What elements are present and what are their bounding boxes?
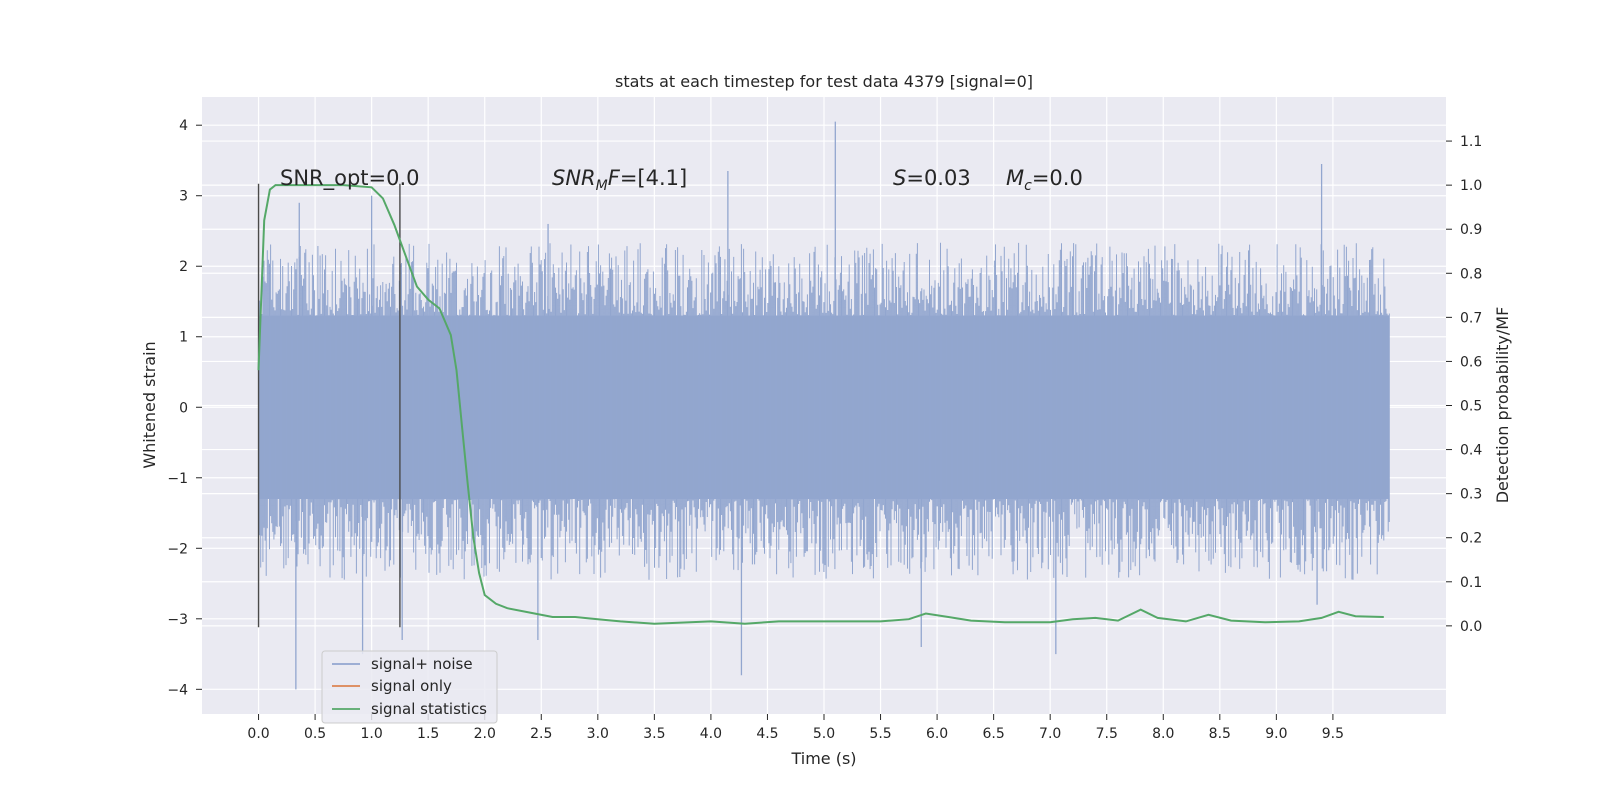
y-right-tick-label-8: 0.8 <box>1460 266 1482 282</box>
annotation-mc: Mc=0.0 <box>1006 166 1083 194</box>
y-tick-label-5: 1 <box>179 330 188 346</box>
annotation-snr-mf: SNRMF=[4.1] <box>552 166 687 194</box>
signal-statistics-line <box>257 184 1384 625</box>
legend-label-signal-noise: signal+ noise <box>371 655 473 673</box>
x-tick-label-6: 3.0 <box>587 726 609 742</box>
x-tick-label-18: 9.0 <box>1265 726 1287 742</box>
x-tick-label-17: 8.5 <box>1209 726 1231 742</box>
y-axis-ticks: −4 −3 −2 −1 0 1 2 3 4 <box>167 118 202 698</box>
y-tick-label-4: 0 <box>179 400 188 416</box>
y-right-tick-label-0: 0.0 <box>1460 619 1482 635</box>
x-tick-label-14: 7.0 <box>1039 726 1061 742</box>
x-tick-label-15: 7.5 <box>1096 726 1118 742</box>
x-tick-label-8: 4.0 <box>700 726 722 742</box>
x-tick-label-5: 2.5 <box>530 726 552 742</box>
x-tick-label-13: 6.5 <box>983 726 1005 742</box>
annotation-snr-mf-italic: SNR <box>552 166 596 190</box>
y-tick-label-8: 4 <box>179 118 188 134</box>
y-right-tick-label-9: 0.9 <box>1460 222 1482 238</box>
x-axis-ticks: 0.0 0.5 1.0 1.5 2.0 2.5 3.0 3.5 4.0 4.5 5.0 5.5 6.0 6… <box>247 714 1344 742</box>
y-tick-label-7: 3 <box>179 189 188 205</box>
legend-label-signal-only: signal only <box>371 677 452 695</box>
y-right-axis-label: Detection probability/MF <box>1493 307 1512 504</box>
x-tick-label-16: 8.0 <box>1152 726 1174 742</box>
y-right-tick-label-6: 0.6 <box>1460 354 1482 370</box>
y-right-tick-label-2: 0.2 <box>1460 531 1482 547</box>
y-right-tick-label-10: 1.0 <box>1460 178 1482 194</box>
annotation-s-value: =0.03 <box>906 166 970 190</box>
y-tick-label-3: −1 <box>167 471 188 487</box>
vertical-markers <box>257 183 401 628</box>
y-axis-label: Whitened strain <box>140 341 159 468</box>
x-tick-label-1: 0.5 <box>304 726 326 742</box>
x-tick-label-3: 1.5 <box>417 726 439 742</box>
annotation-mc-value: =0.0 <box>1032 166 1083 190</box>
annotation-s-italic: S <box>893 166 906 190</box>
annotation-snr-mf-value: =[4.1] <box>620 166 687 190</box>
chart-title: stats at each timestep for test data 437… <box>615 72 1033 91</box>
x-tick-label-7: 3.5 <box>643 726 665 742</box>
x-tick-label-11: 5.5 <box>869 726 891 742</box>
annotation-snr-opt: SNR_opt=0.0 <box>280 166 420 191</box>
annotation-mc-sub: c <box>1024 178 1032 194</box>
legend: signal+ noise signal only signal statist… <box>321 650 498 724</box>
x-tick-label-0: 0.0 <box>247 726 269 742</box>
legend-box <box>321 650 498 724</box>
x-axis-label: Time (s) <box>790 749 856 768</box>
x-tick-label-10: 5.0 <box>813 726 835 742</box>
y-right-tick-label-11: 1.1 <box>1460 134 1482 150</box>
annotation-snr-mf-sub: M <box>596 178 608 194</box>
y-tick-label-2: −2 <box>167 541 188 557</box>
y-tick-label-1: −3 <box>167 612 188 628</box>
signal-noise-series <box>258 121 1390 690</box>
annotation-s: S=0.03 <box>893 166 971 190</box>
y-tick-label-6: 2 <box>179 259 188 275</box>
x-tick-label-4: 2.0 <box>474 726 496 742</box>
y-right-tick-label-3: 0.3 <box>1460 487 1482 503</box>
signal-statistics-series <box>257 184 1384 625</box>
y-tick-label-0: −4 <box>167 682 188 698</box>
annotation-snr-mf-italic2: F <box>608 166 621 190</box>
legend-label-signal-statistics: signal statistics <box>371 700 487 718</box>
x-tick-label-12: 6.0 <box>926 726 948 742</box>
y-right-axis-ticks: 0.0 0.1 0.2 0.3 0.4 0.5 0.6 0.7 0.8 0.9 1.0 1.1 <box>1446 134 1482 635</box>
y-right-tick-label-4: 0.4 <box>1460 443 1482 459</box>
y-right-tick-label-1: 0.1 <box>1460 575 1482 591</box>
annotation-mc-italic: M <box>1006 166 1024 190</box>
x-tick-label-2: 1.0 <box>361 726 383 742</box>
y-right-tick-label-5: 0.5 <box>1460 399 1482 415</box>
y-right-tick-label-7: 0.7 <box>1460 310 1482 326</box>
x-tick-label-9: 4.5 <box>756 726 778 742</box>
x-tick-label-19: 9.5 <box>1322 726 1344 742</box>
